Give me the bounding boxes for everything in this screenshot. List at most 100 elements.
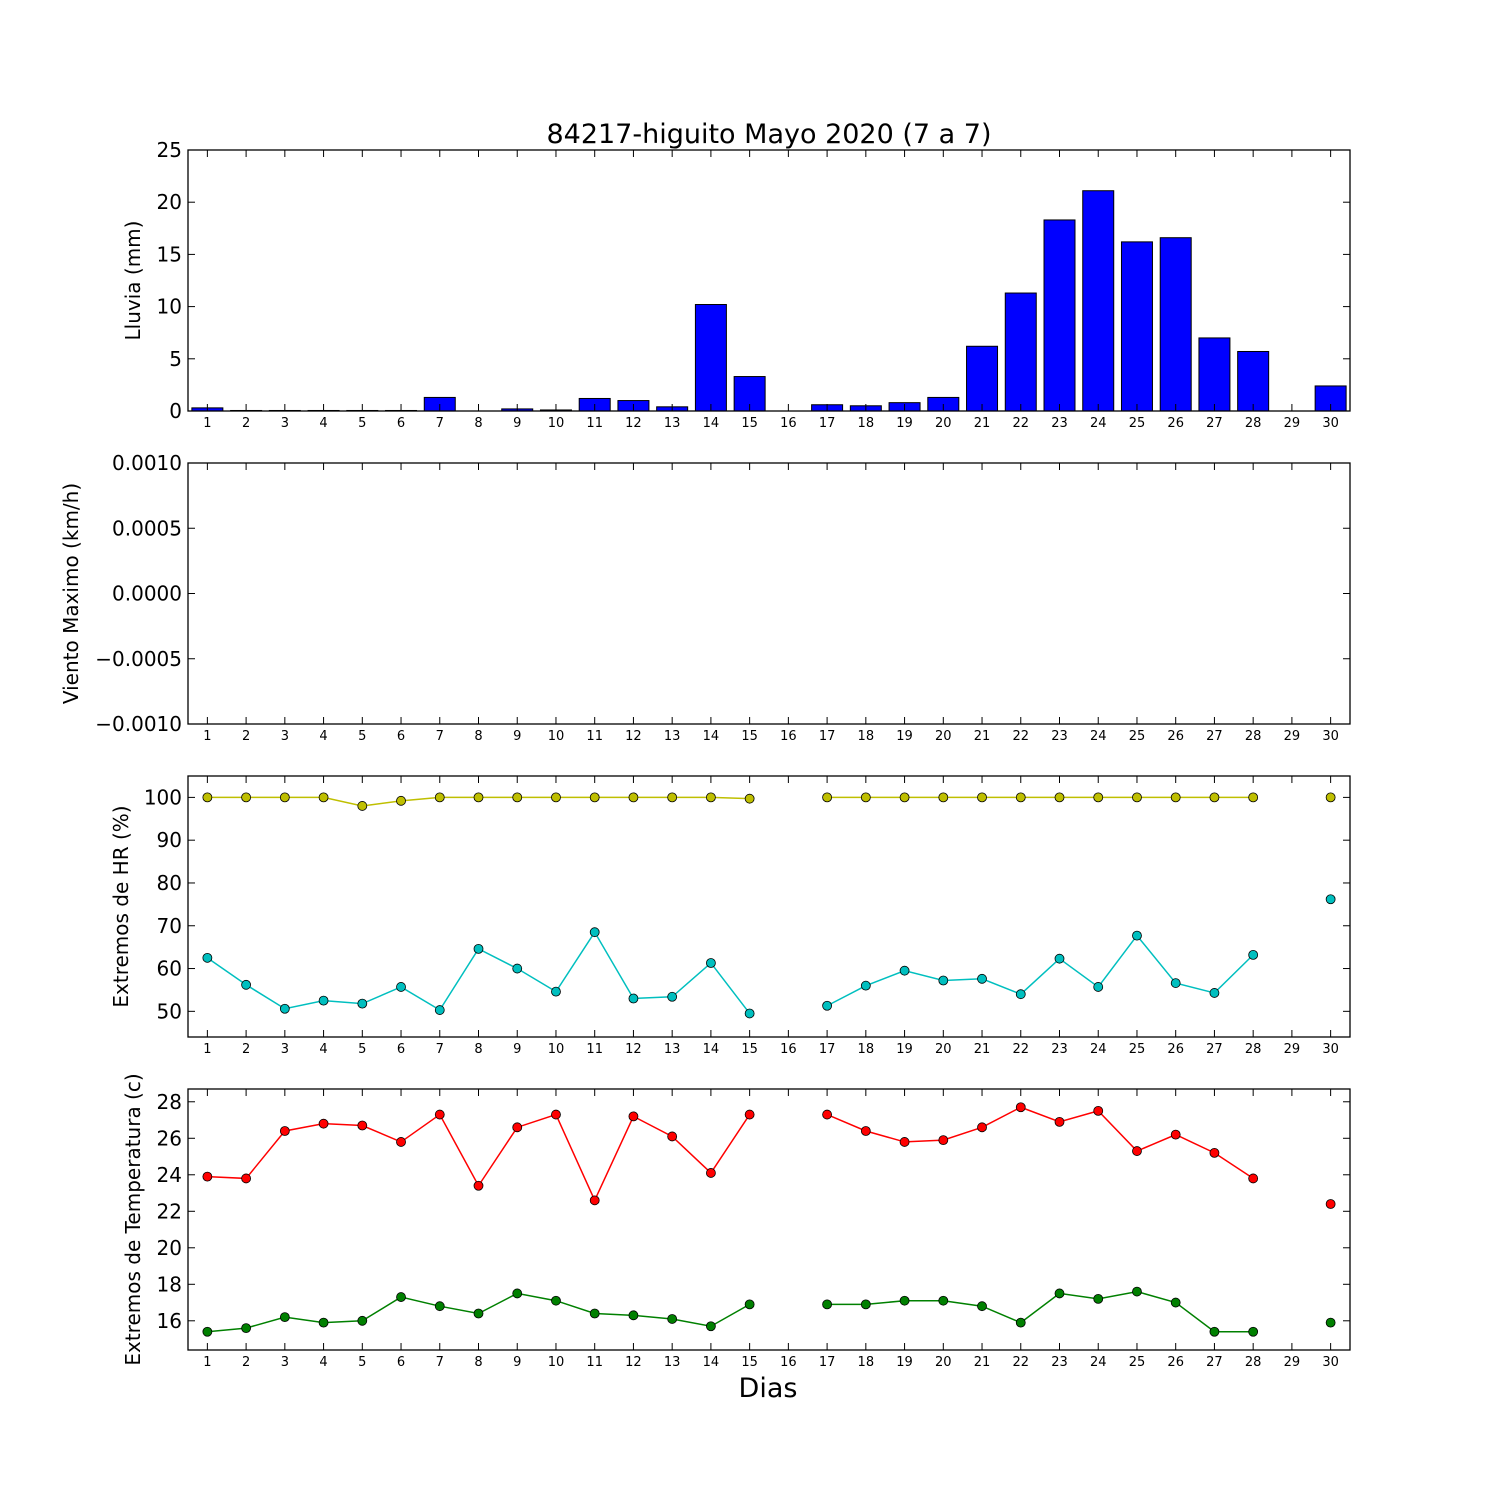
bar-day-14: [694, 304, 727, 412]
point-t_min-day-20: [938, 1295, 949, 1306]
point-t_min-day-28: [1248, 1326, 1259, 1337]
bar-day-26: [1159, 237, 1192, 412]
xtick-label: 15: [741, 729, 758, 744]
bar-day-23: [1043, 219, 1076, 412]
series-t_min-line-1: [827, 1290, 1254, 1333]
point-t_min-day-14: [706, 1321, 716, 1332]
point-t_min-day-3: [279, 1312, 290, 1323]
xtick-label: 12: [625, 416, 642, 431]
xtick-label: 7: [436, 1042, 444, 1057]
ytick-label: 50: [157, 999, 182, 1023]
xtick-label: 26: [1167, 1042, 1184, 1057]
panel-hr-frame: [187, 775, 1351, 1038]
point-hr_max-day-19: [899, 792, 910, 803]
point-hr_max-day-2: [241, 792, 252, 803]
xtick-label: 6: [397, 729, 405, 744]
series-hr_min-line-1: [826, 934, 1254, 1007]
point-hr_min-day-18: [860, 980, 871, 991]
point-t_min-day-4: [318, 1317, 329, 1328]
point-t_max-day-26: [1170, 1129, 1181, 1140]
point-hr_min-day-21: [977, 973, 987, 984]
xtick-label: 28: [1245, 416, 1262, 431]
ytick-label: 15: [157, 242, 182, 266]
xtick-label: 4: [319, 416, 327, 431]
xtick-label: 12: [625, 1042, 642, 1057]
point-hr_max-day-5: [357, 801, 368, 811]
point-t_min-day-12: [628, 1310, 639, 1321]
ytick-label: 10: [157, 295, 182, 319]
series-t_max-line-1: [826, 1106, 1254, 1180]
xtick-label: 2: [242, 1355, 250, 1370]
xtick-label: 8: [474, 729, 482, 744]
point-t_max-day-4: [318, 1118, 329, 1129]
point-hr_max-day-7: [434, 792, 445, 803]
point-t_max-day-22: [1015, 1102, 1026, 1113]
point-t_max-day-20: [938, 1135, 949, 1145]
point-hr_min-day-17: [822, 1000, 832, 1011]
xtick-label: 30: [1322, 729, 1339, 744]
xtick-label: 28: [1245, 729, 1262, 744]
xtick-label: 20: [935, 1042, 952, 1057]
point-t_max-day-24: [1093, 1106, 1104, 1116]
point-hr_max-day-20: [938, 792, 949, 803]
point-t_min-day-26: [1170, 1297, 1181, 1308]
xtick-label: 3: [281, 1355, 289, 1370]
xtick-label: 27: [1206, 1355, 1223, 1370]
point-hr_min-day-14: [706, 958, 716, 968]
point-hr_min-day-27: [1209, 988, 1220, 998]
bar-day-27: [1198, 337, 1231, 412]
xtick-label: 28: [1245, 1042, 1262, 1057]
xtick-label: 10: [548, 416, 565, 431]
point-t_max-day-6: [396, 1137, 406, 1147]
point-hr_max-day-4: [318, 792, 329, 803]
xtick-label: 13: [664, 1042, 681, 1057]
point-hr_min-day-9: [512, 963, 523, 974]
xtick-label: 22: [1012, 729, 1029, 744]
xtick-label: 24: [1090, 729, 1107, 744]
point-t_min-day-8: [473, 1308, 484, 1319]
ytick-label: 90: [157, 828, 182, 852]
point-t_min-day-25: [1132, 1286, 1142, 1297]
xtick-label: 26: [1167, 1355, 1184, 1370]
point-hr_max-day-18: [860, 792, 871, 803]
point-t_max-day-11: [589, 1195, 600, 1206]
point-hr_min-day-11: [589, 927, 600, 938]
xtick-label: 29: [1284, 1355, 1301, 1370]
xtick-label: 22: [1012, 1042, 1029, 1057]
xtick-label: 25: [1129, 1042, 1146, 1057]
y-axis-label-viento: Viento Maximo (km/h): [59, 483, 83, 704]
xtick-label: 3: [281, 729, 289, 744]
point-hr_max-day-8: [473, 792, 484, 803]
point-t_min-day-23: [1054, 1288, 1065, 1299]
point-t_max-day-30: [1325, 1199, 1336, 1209]
point-hr_min-day-3: [279, 1003, 290, 1014]
point-hr_min-day-25: [1132, 930, 1142, 941]
point-hr_max-day-17: [822, 792, 832, 803]
point-hr_max-day-10: [551, 792, 561, 803]
point-hr_max-day-27: [1209, 792, 1220, 803]
xtick-label: 1: [203, 729, 211, 744]
xtick-label: 5: [358, 729, 366, 744]
point-t_max-day-28: [1248, 1173, 1259, 1184]
point-hr_min-day-13: [667, 991, 678, 1002]
point-t_max-day-8: [473, 1180, 484, 1191]
xtick-label: 10: [548, 1355, 565, 1370]
xtick-label: 6: [397, 416, 405, 431]
xtick-label: 21: [974, 416, 991, 431]
xtick-label: 27: [1206, 416, 1223, 431]
xtick-label: 22: [1012, 416, 1029, 431]
point-t_min-day-15: [744, 1299, 755, 1310]
ytick-label: 0: [169, 399, 182, 423]
point-t_min-day-21: [977, 1301, 987, 1312]
ytick-label: 20: [157, 1236, 182, 1260]
bar-day-24: [1082, 190, 1115, 412]
point-hr_max-day-30: [1325, 792, 1336, 803]
xtick-label: 8: [474, 1355, 482, 1370]
xtick-label: 17: [819, 729, 836, 744]
xtick-label: 17: [819, 1042, 836, 1057]
xtick-label: 15: [741, 416, 758, 431]
xtick-label: 14: [703, 1042, 720, 1057]
point-hr_min-day-30: [1325, 894, 1336, 905]
xtick-label: 30: [1322, 1042, 1339, 1057]
